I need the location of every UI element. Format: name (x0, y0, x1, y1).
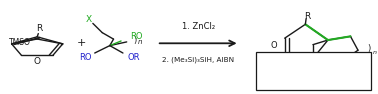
Text: ): ) (367, 44, 371, 53)
Text: ): ) (133, 36, 136, 45)
Text: R: R (36, 24, 42, 33)
Text: +: + (77, 38, 86, 48)
Text: X = Br, I: X = Br, I (298, 75, 329, 84)
Text: O: O (270, 41, 277, 50)
Text: RO: RO (79, 53, 91, 62)
Text: n: n (138, 39, 143, 45)
Text: RO: RO (130, 32, 143, 41)
Text: OR: OR (331, 62, 344, 71)
Text: TMSO: TMSO (9, 38, 31, 47)
Text: 1. ZnCl₂: 1. ZnCl₂ (181, 22, 215, 31)
Text: O: O (286, 52, 293, 61)
Text: RO: RO (290, 62, 302, 71)
Text: n = −1,0,1,2: n = −1,0,1,2 (289, 59, 338, 68)
Text: X: X (86, 15, 92, 24)
Text: OR: OR (128, 53, 141, 62)
Text: O: O (34, 57, 41, 66)
Text: R: R (304, 12, 310, 21)
Text: 2. (Me₃Si)₃SiH, AIBN: 2. (Me₃Si)₃SiH, AIBN (162, 57, 234, 63)
Text: n: n (372, 50, 376, 55)
FancyBboxPatch shape (256, 52, 371, 90)
